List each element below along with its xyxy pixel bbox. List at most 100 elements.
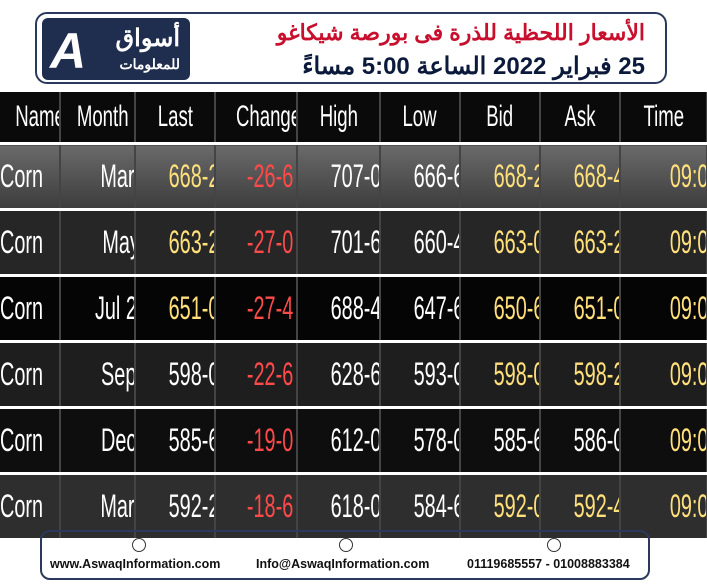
table-cell: 586-0 <box>540 406 621 474</box>
cell-text: 651-0 <box>573 290 620 326</box>
cell-text: 628-6 <box>330 356 380 392</box>
cell-text: Mar 23 <box>100 488 135 524</box>
mail-icon <box>339 538 353 552</box>
table-body: Corn Mar 22 668-2 -26-6 707-0 666-6 668-2 668-4… <box>0 142 707 538</box>
logo-subtext: للمعلومات <box>119 56 180 72</box>
header: A أسواق للمعلومات الأسعار اللحظية للذرة … <box>35 12 667 84</box>
table-cell: 660-4 <box>380 208 461 276</box>
column-header: Change <box>215 92 298 144</box>
cell-text: 592-2 <box>168 488 215 524</box>
column-header-text: Low <box>402 100 438 133</box>
table-cell: 585-6 <box>135 406 216 474</box>
cell-text: 598-2 <box>573 356 620 392</box>
cell-text: 593-0 <box>413 356 460 392</box>
table-cell: 666-6 <box>380 142 461 210</box>
cell-text: May 22 <box>102 224 133 260</box>
cell-text: Jul 22 <box>94 290 133 326</box>
phone-icon <box>547 538 561 552</box>
table-cell: Mar 23 <box>60 472 136 538</box>
cell-text: 598-0 <box>168 356 215 392</box>
table-row: Corn Dec 22 585-6 -19-0 612-0 578-0 585-6 586-0… <box>0 406 707 474</box>
table-cell: 584-6 <box>380 472 461 538</box>
table-cell: 09:00:00 <box>620 274 707 342</box>
cell-text: -22-6 <box>247 356 294 392</box>
cell-text: 663-2 <box>168 224 215 260</box>
subtitle: 25 فبراير 2022 الساعة 5:00 مساءً <box>302 53 645 80</box>
table-cell: 663-0 <box>460 208 541 276</box>
table-cell: 628-6 <box>297 340 381 408</box>
cell-text: 650-6 <box>493 290 540 326</box>
cell-text: 651-0 <box>168 290 215 326</box>
table-cell: Mar 22 <box>60 142 136 210</box>
cell-text: Corn <box>0 488 44 524</box>
cell-text: 707-0 <box>330 158 380 194</box>
website: www.AswaqInformation.com <box>50 557 221 571</box>
cell-text: -19-0 <box>247 422 294 458</box>
table-cell: Corn <box>0 274 61 342</box>
table-cell: 598-0 <box>135 340 216 408</box>
cell-text: 668-4 <box>573 158 620 194</box>
footer: www.AswaqInformation.com Info@AswaqInfor… <box>40 530 650 580</box>
column-header: Bid <box>460 92 541 144</box>
table-cell: -26-6 <box>215 142 298 210</box>
cell-text: Mar 22 <box>100 158 135 194</box>
column-header-text: Bid <box>486 100 514 133</box>
cell-text: 09:00:00 <box>669 422 707 458</box>
table-cell: -22-6 <box>215 340 298 408</box>
column-header: Month <box>60 92 136 144</box>
web-icon <box>132 538 146 552</box>
cell-text: Dec 22 <box>101 422 135 458</box>
cell-text: 701-6 <box>330 224 380 260</box>
cell-text: -26-6 <box>247 158 294 194</box>
quotes-table: Name Month Last Change High Low Bid Ask Time Cor… <box>0 92 707 538</box>
table-cell: 09:00:00 <box>620 142 707 210</box>
table-cell: 618-0 <box>297 472 381 538</box>
logo-text: أسواق <box>115 25 180 52</box>
table-cell: 663-2 <box>135 208 216 276</box>
cell-text: 598-0 <box>493 356 540 392</box>
cell-text: 618-0 <box>330 488 380 524</box>
column-header-text: Month <box>76 100 129 133</box>
cell-text: Corn <box>0 356 44 392</box>
column-header: Low <box>380 92 461 144</box>
table-cell: Corn <box>0 208 61 276</box>
cell-text: Corn <box>0 290 44 326</box>
cell-text: Sep 22 <box>101 356 135 392</box>
table-cell: 592-0 <box>460 472 541 538</box>
cell-text: 688-4 <box>330 290 380 326</box>
table-row: Corn Sep 22 598-0 -22-6 628-6 593-0 598-0 598-2… <box>0 340 707 408</box>
table-cell: 598-2 <box>540 340 621 408</box>
table-cell: 668-2 <box>460 142 541 210</box>
cell-text: 592-4 <box>573 488 620 524</box>
table-cell: 651-0 <box>540 274 621 342</box>
logo-mark: A <box>50 23 87 79</box>
cell-text: Corn <box>0 224 44 260</box>
column-header: High <box>297 92 381 144</box>
table-cell: 592-2 <box>135 472 216 538</box>
table-cell: Corn <box>0 142 61 210</box>
cell-text: 668-2 <box>493 158 540 194</box>
table-row: Corn Mar 23 592-2 -18-6 618-0 584-6 592-0 592-4… <box>0 472 707 538</box>
table-cell: Corn <box>0 340 61 408</box>
column-header-text: Change <box>235 100 297 133</box>
table-row: Corn May 22 663-2 -27-0 701-6 660-4 663-0 663-2… <box>0 208 707 276</box>
table-cell: 688-4 <box>297 274 381 342</box>
cell-text: 663-0 <box>493 224 540 260</box>
column-header: Last <box>135 92 216 144</box>
table-row: Corn Mar 22 668-2 -26-6 707-0 666-6 668-2 668-4… <box>0 142 707 210</box>
table-cell: -18-6 <box>215 472 298 538</box>
cell-text: Corn <box>0 158 44 194</box>
column-header-text: Ask <box>564 100 596 133</box>
cell-text: 585-6 <box>493 422 540 458</box>
cell-text: 09:00:00 <box>669 356 707 392</box>
table-cell: -27-4 <box>215 274 298 342</box>
cell-text: 578-0 <box>413 422 460 458</box>
column-header: Name <box>0 92 61 144</box>
cell-text: 586-0 <box>573 422 620 458</box>
cell-text: Corn <box>0 422 44 458</box>
table-row: Corn Jul 22 651-0 -27-4 688-4 647-6 650-6 651-0… <box>0 274 707 342</box>
cell-text: 09:00:00 <box>669 158 707 194</box>
table-cell: 592-4 <box>540 472 621 538</box>
table-cell: 09:00:00 <box>620 208 707 276</box>
